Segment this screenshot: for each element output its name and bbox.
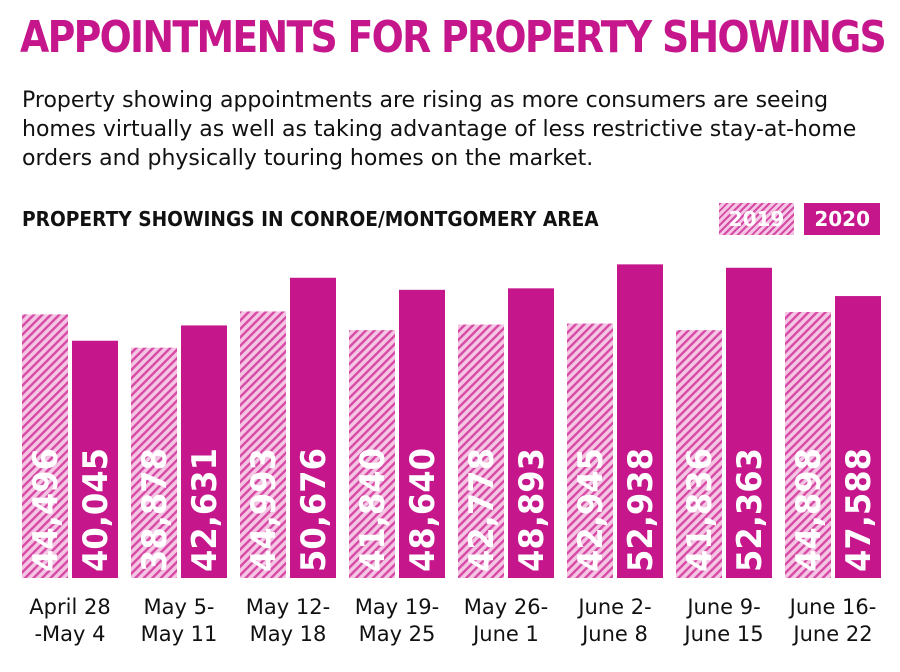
bar-2020-7 [726,267,772,578]
category-label-4-line-2: May 25 [359,622,436,646]
bar-2019-6 [567,323,613,578]
category-label-7-line-2: June 15 [682,622,763,646]
bar-value-label-2020-5: 48,893 [512,448,552,572]
bar-value-label-2019-2: 38,878 [135,448,175,572]
bar-value-label-2019-4: 41,840 [353,448,393,572]
bar-value-label-2020-7: 52,363 [730,448,770,572]
bar-2020-2 [181,325,227,578]
bar-2019-3 [240,311,286,578]
page-subtitle: Property showing appointments are rising… [22,88,857,171]
category-label-7-line-1: June 9- [685,595,760,619]
category-label-2-line-2: May 11 [141,622,218,646]
bar-2020-5 [508,288,554,578]
bar-value-label-2019-6: 42,945 [571,448,611,572]
legend: 2019 2020 [718,203,880,235]
category-labels-group: April 28 -May 4 May 5- May 11 May 12- May 18 M… [29,595,876,646]
chart-header: PROPERTY SHOWINGS IN CONROE/MONTGOMERY A… [22,203,880,235]
category-label-3-line-2: May 18 [250,622,327,646]
category-label-6-line-1: June 2- [576,595,651,619]
category-label-1-line-1: April 28 [29,595,110,619]
category-label-8-line-2: June 22 [791,622,872,646]
legend-item-2019: 2019 [718,203,795,235]
bar-value-label-2019-1: 44,496 [26,448,66,572]
category-label-5-line-1: May 26- [464,595,548,619]
bar-value-label-2019-3: 44,993 [244,448,284,572]
bar-2020-3 [290,277,336,578]
bar-2020-4 [399,289,445,578]
bar-2019-2 [131,347,177,578]
category-label-4-line-1: May 19- [355,595,439,619]
chart-title: PROPERTY SHOWINGS IN CONROE/MONTGOMERY A… [22,207,599,231]
category-label-8-line-1: June 16- [788,595,877,619]
bar-2019-8 [785,312,831,578]
category-label-6-line-2: June 8 [580,622,648,646]
bar-value-label-2020-6: 52,938 [621,448,661,572]
bar-value-label-2019-5: 42,778 [462,448,502,572]
bar-2020-6 [617,264,663,578]
bar-value-label-2020-2: 42,631 [185,448,225,572]
bar-2019-5 [458,324,504,578]
category-label-3-line-1: May 12- [246,595,330,619]
bar-2020-8 [835,296,881,578]
bar-value-label-2020-8: 47,588 [839,448,879,572]
category-label-2-line-1: May 5- [143,595,214,619]
bar-value-label-2019-7: 41,836 [680,448,720,572]
category-label-1-line-2: -May 4 [34,622,105,646]
bar-2020-1 [72,340,118,578]
page-title: APPOINTMENTS FOR PROPERTY SHOWINGS [20,12,887,63]
category-label-5-line-2: June 1 [471,622,539,646]
bar-2019-1 [22,314,68,578]
bar-2019-7 [676,330,722,578]
bar-value-label-2020-4: 48,640 [403,448,443,572]
bar-chart: 44,496 40,045 38,878 42,631 44,993 50,676 41,8… [22,264,881,646]
bar-value-label-2019-8: 44,898 [789,448,829,572]
legend-item-2020: 2020 [804,203,880,235]
bar-value-label-2020-1: 40,045 [76,448,116,572]
bar-value-label-2020-3: 50,676 [294,448,334,572]
bar-2019-4 [349,330,395,578]
bars-group: 44,496 40,045 38,878 42,631 44,993 50,676 41,8… [22,264,881,578]
